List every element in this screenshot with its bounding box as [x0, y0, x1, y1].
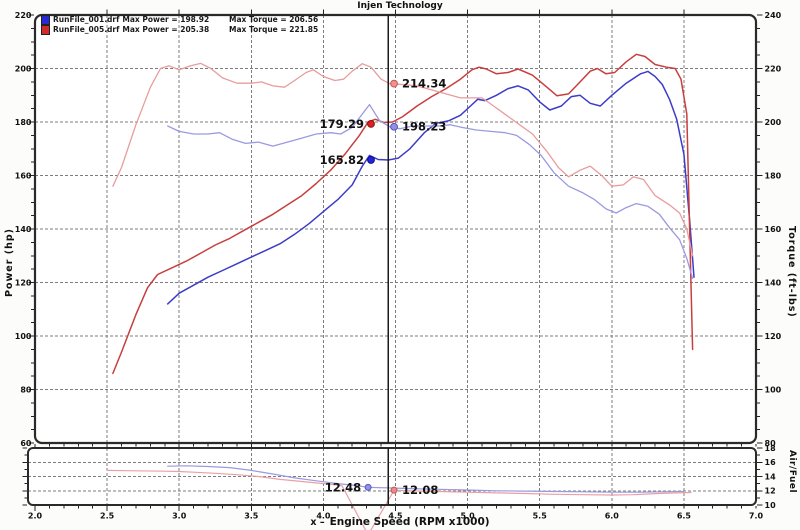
cursor-dot-12.48	[364, 483, 372, 491]
torque-tick-label: 120	[765, 332, 782, 341]
series-line-runfile-001-drf-power	[166, 70, 695, 305]
run2-max-torque-label: Max Torque = 221.85	[229, 25, 319, 34]
rpm-tick-label: 2.0	[28, 512, 43, 521]
run-legend: RunFile_001.drf Max Power = 198.92 Max To…	[41, 15, 318, 35]
af-tick-label: 18	[765, 444, 777, 453]
rpm-tick-label: 2.5	[100, 512, 115, 521]
cursor-dot-179.29	[367, 119, 375, 128]
rpm-tick-label: 7.0	[749, 512, 764, 521]
torque-tick-label: 140	[765, 278, 782, 287]
power-tick-label: 160	[15, 171, 32, 180]
legend-run-2[interactable]: RunFile_005.drf Max Power = 205.38 Max To…	[41, 25, 318, 35]
cursor-dot-214.34	[390, 79, 398, 88]
rpm-tick-label: 3.0	[172, 512, 187, 521]
run1-color-swatch	[41, 15, 50, 25]
rpm-tick-label: 5.5	[533, 512, 548, 521]
power-tick-label: 140	[15, 225, 32, 234]
airfuel-axis-title: Air/Fuel	[787, 450, 797, 494]
power-axis-title: Power (hp)	[4, 228, 15, 297]
run1-file-and-power: RunFile_001.drf Max Power = 198.92	[53, 15, 209, 25]
cursor-value-label: 12.48	[325, 480, 361, 494]
cursor-dot-198.23	[390, 122, 398, 131]
torque-tick-label: 160	[765, 225, 782, 234]
cursor-dot-12.08	[390, 486, 398, 494]
main-plot-frame	[33, 13, 758, 445]
run1-max-power-label: Max Power = 198.92	[122, 15, 210, 24]
cursor-value-label: 12.08	[402, 483, 438, 497]
series-line-runfile-005-drf-torque	[112, 62, 694, 257]
chart-title: Injen Technology	[357, 1, 443, 11]
cursor-dot-165.82	[367, 156, 375, 164]
power-tick-label: 200	[15, 64, 32, 73]
torque-tick-label: 240	[765, 11, 782, 20]
rpm-tick-label: 6.5	[677, 512, 692, 521]
series-line-runfile-005-drf-power	[112, 53, 694, 375]
power-tick-label: 220	[15, 11, 32, 20]
run1-max-torque-label: Max Torque = 206.56	[229, 15, 319, 24]
torque-tick-label: 80	[765, 439, 777, 448]
torque-tick-label: 200	[765, 118, 782, 127]
af-tick-label: 10	[765, 501, 777, 510]
airfuel-plot-frame	[27, 447, 757, 506]
af-tick-label: 12	[765, 487, 776, 496]
legend-run-1[interactable]: RunFile_001.drf Max Power = 198.92 Max To…	[41, 15, 318, 25]
series-line-runfile-001-drf-torque	[167, 103, 694, 280]
torque-tick-label: 180	[765, 171, 782, 180]
power-tick-label: 120	[15, 278, 32, 287]
power-tick-label: 180	[15, 118, 32, 127]
af-tick-label: 14	[765, 472, 777, 481]
run2-color-swatch	[41, 25, 50, 35]
x-axis-prefix: x –	[310, 517, 325, 528]
run2-file-label: RunFile_005.drf	[53, 25, 120, 34]
run2-max-power-label: Max Power = 205.38	[122, 25, 210, 34]
rpm-tick-label: 4.0	[316, 512, 331, 521]
cursor-value-label: 165.82	[320, 153, 364, 167]
run1-file-label: RunFile_001.drf	[53, 15, 120, 24]
rpm-tick-label: 5.0	[461, 512, 476, 521]
run2-file-and-power: RunFile_005.drf Max Power = 205.38	[53, 25, 209, 35]
torque-tick-label: 100	[765, 385, 782, 394]
rpm-tick-label: 3.5	[244, 512, 259, 521]
rpm-tick-label: 4.5	[388, 512, 403, 521]
af-tick-label: 16	[765, 458, 777, 467]
rpm-tick-label: 6.0	[605, 512, 620, 521]
x-axis-label: Engine Speed (RPM x1000)	[329, 516, 490, 528]
cursor-value-label: 214.34	[402, 77, 446, 91]
torque-axis-title: Torque (ft-lbs)	[786, 226, 797, 318]
series-line-runfile-005-drf-air-fuel	[106, 469, 692, 530]
torque-tick-label: 220	[765, 64, 782, 73]
power-tick-label: 80	[20, 385, 32, 394]
cursor-value-label: 198.23	[402, 120, 446, 134]
power-tick-label: 60	[20, 439, 32, 448]
airfuel-plot-area[interactable]	[28, 448, 756, 505]
cursor-value-label: 179.29	[320, 117, 364, 131]
x-axis-title: x – Engine Speed (RPM x1000)	[0, 516, 800, 528]
power-tick-label: 100	[15, 332, 32, 341]
